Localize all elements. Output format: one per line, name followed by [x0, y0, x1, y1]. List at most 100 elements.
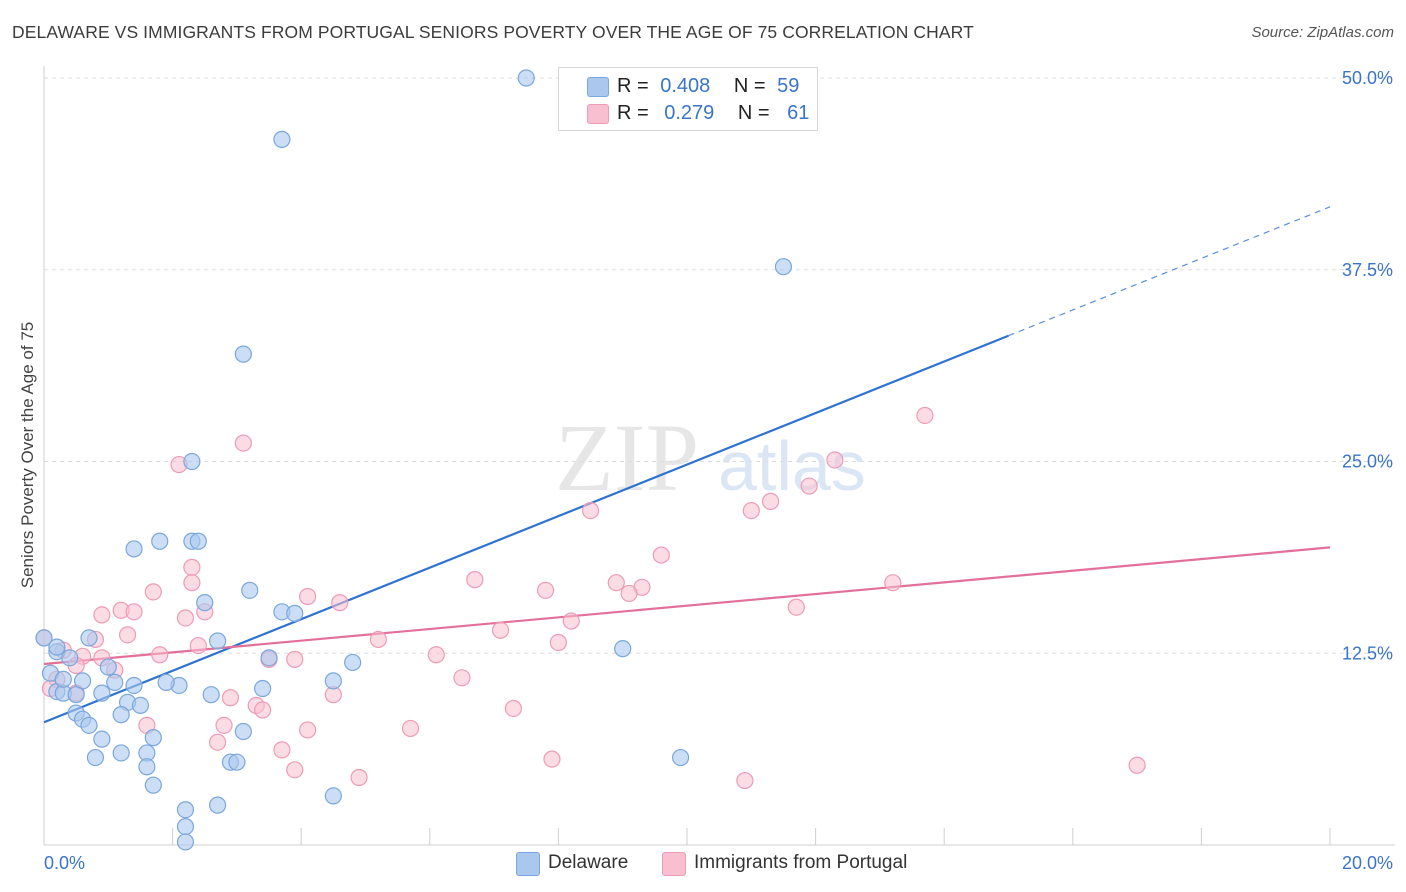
- point-portugal: [543, 750, 561, 768]
- point-portugal: [183, 574, 201, 592]
- point-delaware: [80, 716, 98, 734]
- point-delaware: [228, 753, 246, 771]
- point-delaware: [131, 696, 150, 715]
- point-delaware: [176, 801, 195, 819]
- point-portugal: [299, 721, 317, 739]
- point-delaware: [54, 670, 72, 688]
- point-portugal: [491, 621, 510, 639]
- point-portugal: [215, 716, 233, 734]
- point-delaware: [176, 817, 195, 836]
- axes: [43, 66, 1395, 846]
- point-delaware: [157, 673, 175, 691]
- point-delaware: [144, 729, 162, 747]
- point-delaware: [67, 686, 85, 704]
- point-delaware: [671, 748, 690, 767]
- legend-row-delaware: R = 0.408 N = 59: [617, 75, 799, 99]
- point-portugal: [427, 646, 445, 664]
- point-portugal: [369, 630, 387, 649]
- legend-swatch-delaware: [516, 852, 540, 876]
- legend-swatch-delaware: [587, 77, 609, 97]
- source-label: Source: ZipAtlas.com: [1251, 24, 1394, 41]
- trend-line-delaware-extension: [1008, 206, 1331, 337]
- x-tick-label-max: 20.0%: [1342, 853, 1393, 873]
- point-portugal: [273, 741, 291, 759]
- y-tick-label: 12.5%: [1342, 643, 1393, 663]
- watermark: ZIP atlas: [555, 404, 866, 511]
- point-delaware: [209, 796, 227, 814]
- series-legend: Delaware Immigrants from Portugal: [0, 851, 1406, 879]
- chart-title: DELAWARE VS IMMIGRANTS FROM PORTUGAL SEN…: [12, 22, 974, 42]
- point-delaware: [254, 679, 272, 698]
- point-delaware: [112, 744, 130, 762]
- point-delaware: [273, 130, 291, 148]
- point-delaware: [35, 629, 53, 647]
- point-portugal: [652, 546, 670, 564]
- point-portugal: [620, 584, 638, 603]
- correlation-legend: R = 0.408 N = 59 R = 0.279 N = 61: [558, 67, 818, 131]
- point-delaware: [202, 686, 220, 704]
- point-delaware: [125, 540, 143, 558]
- y-tick-label: 25.0%: [1342, 452, 1393, 472]
- point-delaware: [324, 672, 342, 690]
- legend-label-delaware: Delaware: [548, 852, 629, 873]
- x-tick-label-min: 0.0%: [44, 853, 85, 873]
- point-portugal: [787, 598, 805, 616]
- point-delaware: [241, 581, 259, 599]
- point-portugal: [331, 594, 349, 612]
- point-portugal: [401, 719, 420, 738]
- point-delaware: [112, 706, 130, 724]
- n-value: 61: [787, 102, 810, 124]
- point-delaware: [138, 758, 156, 776]
- point-delaware: [324, 787, 342, 805]
- point-portugal: [350, 768, 368, 787]
- point-portugal: [209, 733, 227, 751]
- point-delaware: [234, 345, 252, 363]
- gridlines: [44, 77, 1395, 654]
- point-delaware: [48, 638, 66, 656]
- point-delaware: [614, 640, 632, 658]
- point-portugal: [800, 477, 818, 495]
- point-portugal: [581, 501, 600, 520]
- point-delaware: [144, 776, 162, 794]
- point-portugal: [151, 646, 169, 664]
- point-portugal: [189, 636, 207, 655]
- watermark-zip: ZIP: [555, 404, 699, 511]
- point-delaware: [286, 604, 304, 622]
- point-delaware: [183, 452, 201, 471]
- point-portugal: [742, 501, 760, 520]
- point-delaware: [61, 649, 79, 667]
- point-delaware: [209, 632, 227, 650]
- legend-swatch-portugal: [587, 104, 609, 124]
- point-portugal: [176, 609, 195, 627]
- y-tick-label: 50.0%: [1342, 68, 1393, 88]
- point-portugal: [453, 669, 471, 687]
- data-points: [35, 69, 1146, 851]
- point-portugal: [736, 771, 754, 790]
- point-portugal: [144, 583, 162, 601]
- point-portugal: [549, 633, 568, 652]
- point-delaware: [106, 673, 124, 691]
- point-delaware: [125, 676, 143, 695]
- point-delaware: [151, 532, 169, 550]
- point-delaware: [260, 649, 278, 667]
- y-tick-label: 37.5%: [1342, 260, 1393, 280]
- point-portugal: [761, 492, 780, 510]
- r-label: R =: [617, 102, 649, 124]
- point-delaware: [73, 672, 92, 690]
- legend-swatch-portugal: [662, 852, 686, 876]
- n-value: 59: [777, 75, 800, 97]
- point-portugal: [607, 574, 625, 592]
- legend-label-portugal: Immigrants from Portugal: [694, 852, 908, 873]
- point-portugal: [254, 701, 272, 719]
- n-label: N =: [737, 102, 770, 124]
- point-portugal: [536, 581, 555, 599]
- point-portugal: [125, 603, 143, 621]
- point-delaware: [86, 748, 105, 767]
- point-delaware: [344, 653, 362, 672]
- point-portugal: [299, 587, 317, 606]
- point-portugal: [183, 558, 201, 576]
- point-portugal: [234, 434, 252, 452]
- point-portugal: [221, 689, 240, 707]
- point-delaware: [99, 658, 117, 676]
